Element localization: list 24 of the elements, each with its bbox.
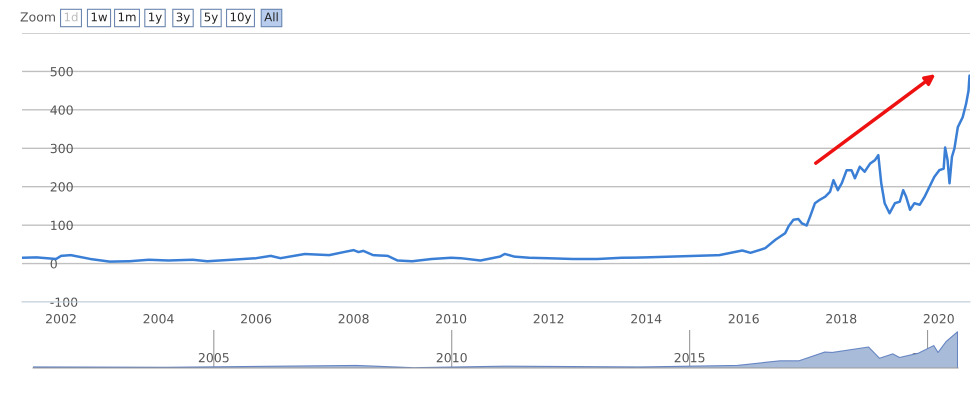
- text: 10y: [230, 12, 252, 24]
- y-tick-label: 300: [50, 144, 73, 154]
- text: 3y: [176, 12, 190, 24]
- text: 1y: [149, 12, 162, 24]
- y-tick-label: 400: [50, 105, 73, 115]
- text: 1d: [64, 12, 78, 22]
- x-tick-label: 2020: [924, 314, 954, 324]
- text: 1w: [92, 12, 108, 22]
- x-tick-label: 2012: [534, 314, 564, 324]
- y-tick-label: 200: [50, 182, 73, 192]
- text: Zoom: [20, 12, 55, 22]
- x-tick-label: 2008: [338, 314, 369, 324]
- x-tick-label: 2018: [826, 314, 856, 324]
- x-tick-label: 2016: [728, 314, 759, 324]
- x-tick-label: 2004: [144, 314, 174, 324]
- y-tick-label: 500: [50, 66, 73, 76]
- y-tick-label: 100: [51, 220, 73, 230]
- text: 1m: [118, 12, 136, 22]
- x-tick-label: 2002: [46, 314, 76, 324]
- x-tick-label: 2014: [631, 314, 662, 324]
- x-tick-label: 2006: [241, 314, 272, 324]
- text: 5y: [204, 12, 218, 24]
- text: All: [264, 12, 278, 22]
- x-tick-label: 2010: [436, 314, 466, 324]
